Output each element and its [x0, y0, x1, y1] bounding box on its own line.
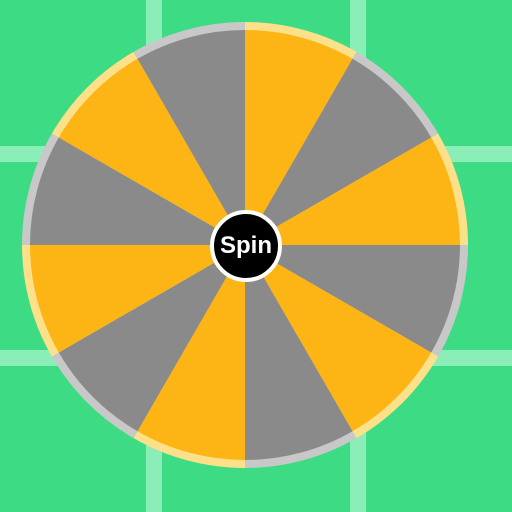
wheel-segment[interactable]	[245, 137, 461, 246]
wheel-segment[interactable]	[245, 245, 432, 432]
wheel-segment[interactable]	[245, 30, 353, 245]
wheel-segment[interactable]	[137, 245, 246, 460]
wheel-segment[interactable]	[245, 245, 460, 353]
spin-button[interactable]: Spin	[210, 210, 282, 282]
wheel-segment[interactable]	[137, 30, 246, 245]
wheel-segment[interactable]	[245, 58, 432, 245]
spin-button-label: Spin	[220, 231, 272, 259]
wheel-segment[interactable]	[58, 245, 245, 432]
wheel-segment[interactable]	[58, 58, 245, 245]
wheel-segment[interactable]	[245, 245, 353, 461]
wheel-segments[interactable]	[30, 30, 461, 461]
wheel-segment[interactable]	[30, 137, 245, 246]
wheel-segment[interactable]	[30, 245, 245, 353]
